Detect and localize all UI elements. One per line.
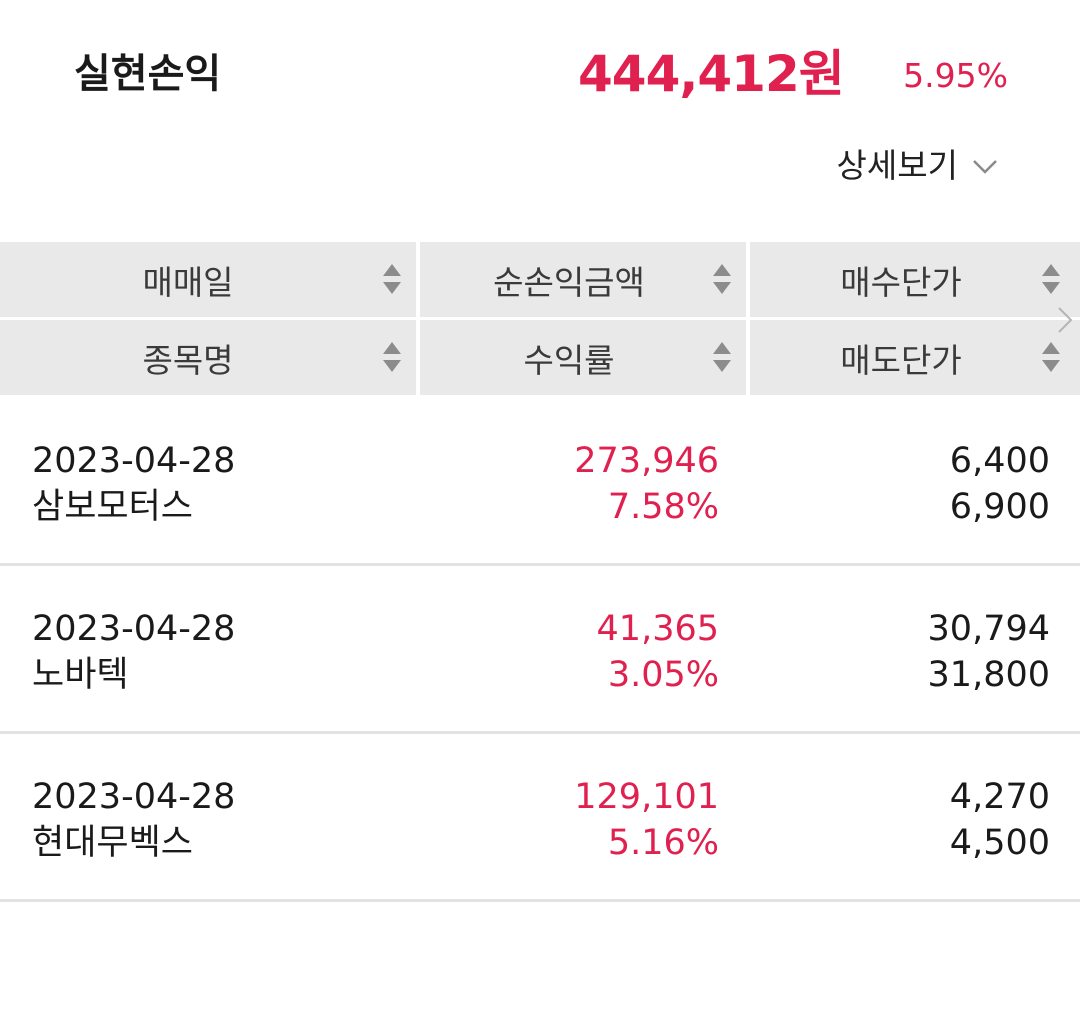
return-rate: 5.16% [607,823,719,863]
column-header-return-rate[interactable]: 수익률 [420,320,746,395]
table-row[interactable]: 2023-04-28 삼보모터스 273,946 7.58% 6,400 6,9… [0,398,1080,566]
buy-price: 6,400 [949,441,1050,481]
sort-icon [1042,264,1060,294]
sort-icon [1042,342,1060,372]
column-header-label: 매도단가 [840,340,962,380]
column-header-label: 종목명 [142,340,234,380]
buy-price: 30,794 [927,609,1050,649]
sort-icon [383,264,401,294]
column-header-stock-name[interactable]: 종목명 [0,320,416,395]
column-header-label: 매수단가 [840,262,962,302]
detail-view-label: 상세보기 [836,146,958,185]
column-header-label: 순손익금액 [493,262,645,302]
summary-rate: 5.95% [903,56,1008,95]
trade-date: 2023-04-28 [32,441,236,481]
stock-name: 삼보모터스 [32,487,194,527]
trade-date: 2023-04-28 [32,777,236,817]
column-header-buy-price[interactable]: 매수단가 [750,242,1080,317]
detail-view-button[interactable]: 상세보기 [837,142,998,190]
sort-icon [713,342,731,372]
column-header-net-profit[interactable]: 순손익금액 [420,242,746,317]
table-row[interactable]: 2023-04-28 노바텍 41,365 3.05% 30,794 31,80… [0,566,1080,734]
column-header-label: 수익률 [523,340,615,380]
sell-price: 31,800 [927,655,1050,695]
column-header-trade-date[interactable]: 매매일 [0,242,416,317]
trade-date: 2023-04-28 [32,609,236,649]
buy-price: 4,270 [949,777,1050,817]
table-row[interactable]: 2023-04-28 현대무벡스 129,101 5.16% 4,270 4,5… [0,734,1080,902]
table-header: 매매일 순손익금액 매수단가 종목명 수익률 [0,242,1080,395]
net-profit: 273,946 [574,441,719,481]
return-rate: 3.05% [607,655,719,695]
chevron-right-icon[interactable] [1054,305,1076,335]
chevron-down-icon [973,160,997,174]
sell-price: 6,900 [949,487,1050,527]
stock-name: 노바텍 [32,655,129,695]
sort-icon [713,264,731,294]
column-header-label: 매매일 [142,262,234,302]
summary-amount: 444,412원 [578,45,845,103]
net-profit: 129,101 [574,777,719,817]
column-header-sell-price[interactable]: 매도단가 [750,320,1080,395]
summary-label: 실현손익 [74,51,222,97]
return-rate: 7.58% [607,487,719,527]
sort-icon [383,342,401,372]
stock-name: 현대무벡스 [32,823,194,863]
net-profit: 41,365 [596,609,719,649]
sell-price: 4,500 [949,823,1050,863]
